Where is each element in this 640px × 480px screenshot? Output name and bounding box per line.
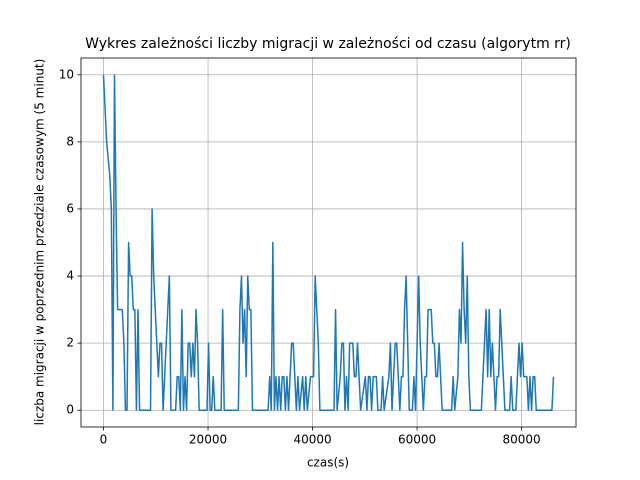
x-tick-label: 60000	[398, 433, 436, 447]
data-line	[102, 74, 555, 411]
x-tick-label: 40000	[293, 433, 331, 447]
x-axis-label: czas(s)	[307, 456, 349, 470]
y-axis-label: liczba migracji w poprzednim przedziale …	[33, 59, 47, 426]
y-tick-label: 6	[66, 201, 74, 215]
y-tick-label: 8	[66, 134, 74, 148]
x-tick-label: 20000	[189, 433, 227, 447]
y-tick-label: 0	[66, 403, 74, 417]
x-tick-label: 0	[100, 433, 108, 447]
x-tick-label: 80000	[503, 433, 541, 447]
y-tick-label: 4	[66, 269, 74, 283]
y-tick-label: 2	[66, 336, 74, 350]
chart-title: Wykres zależności liczby migracji w zale…	[85, 36, 571, 52]
y-tick-label: 10	[59, 67, 74, 81]
plot-frame	[80, 57, 577, 428]
